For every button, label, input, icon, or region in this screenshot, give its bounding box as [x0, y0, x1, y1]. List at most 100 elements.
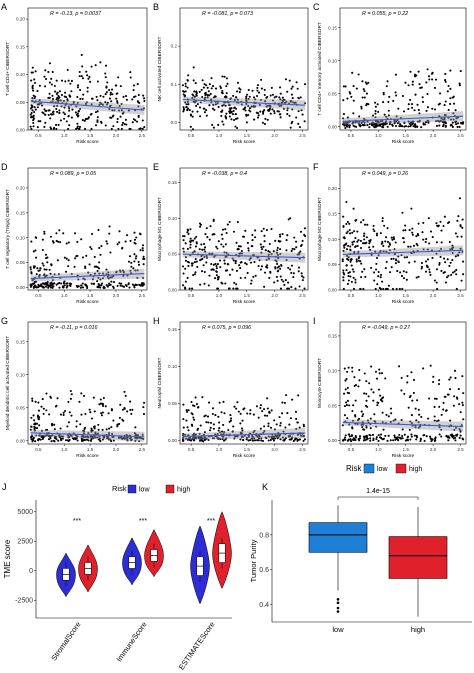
data-point [241, 429, 244, 432]
data-point [407, 103, 410, 106]
data-point [379, 287, 382, 291]
data-point [185, 409, 188, 412]
data-point [119, 270, 122, 273]
data-point [382, 91, 385, 94]
data-point [240, 427, 243, 430]
data-point [233, 99, 236, 102]
data-point [222, 400, 225, 404]
data-point [134, 426, 137, 429]
data-point [262, 110, 265, 113]
data-point [221, 237, 224, 240]
data-point [125, 123, 128, 126]
data-point [351, 268, 354, 271]
x-tick-label: 2.0 [271, 293, 278, 298]
data-point [120, 102, 123, 106]
data-point [47, 109, 50, 112]
data-point [41, 248, 44, 252]
data-point [437, 419, 440, 422]
data-point [237, 245, 240, 248]
data-point [442, 271, 445, 274]
data-point [76, 115, 80, 118]
data-point [33, 280, 36, 283]
data-point [211, 85, 215, 88]
data-point [231, 430, 234, 433]
data-point [385, 115, 388, 118]
data-point [118, 282, 121, 285]
data-point [390, 412, 393, 415]
data-point [381, 411, 384, 414]
data-point [303, 120, 306, 123]
data-point [57, 123, 60, 126]
data-point [399, 123, 402, 126]
data-point [408, 261, 411, 264]
data-point [214, 87, 218, 90]
y-tick-label: 0.00 [328, 124, 337, 129]
x-tick-label: 2.5 [139, 447, 146, 452]
data-point [219, 85, 222, 88]
correlation-stat: R = -0.038, p = 0.4 [202, 171, 247, 177]
data-point [362, 435, 365, 438]
data-point [76, 435, 79, 438]
data-point [363, 117, 366, 121]
data-point [420, 126, 423, 129]
data-point [38, 99, 41, 102]
data-point [228, 110, 231, 113]
box-low [308, 522, 368, 553]
data-point [115, 270, 118, 273]
data-point [249, 439, 252, 442]
data-point [189, 228, 192, 231]
x-tick-label: 2.0 [113, 293, 120, 298]
data-point [184, 267, 187, 270]
data-point [293, 236, 296, 239]
data-point [348, 433, 351, 436]
data-point [195, 91, 198, 94]
data-point [55, 232, 58, 235]
data-point [245, 121, 248, 124]
data-point [196, 265, 199, 268]
data-point [387, 114, 390, 117]
data-point [386, 240, 389, 243]
y-tick-label: 0.00 [168, 288, 177, 293]
data-point [437, 225, 440, 228]
data-point [300, 109, 303, 112]
data-point [343, 273, 346, 276]
data-point [341, 439, 345, 442]
data-point [75, 425, 78, 428]
x-axis-label: Risk score [233, 139, 256, 145]
data-point [38, 416, 41, 419]
data-point [191, 287, 194, 290]
data-point [438, 261, 441, 265]
data-point [260, 87, 263, 90]
data-point [440, 413, 443, 416]
data-point [86, 286, 89, 289]
data-point [379, 123, 382, 126]
data-point [459, 434, 462, 437]
data-point [342, 113, 345, 116]
data-point [254, 229, 257, 232]
data-point [48, 413, 51, 416]
data-point [63, 117, 66, 120]
data-point [51, 100, 54, 103]
data-point [292, 272, 295, 275]
data-point [129, 127, 132, 130]
data-point [289, 217, 292, 220]
data-point [209, 92, 212, 95]
x-tick-label: 2.0 [430, 293, 437, 298]
data-point [380, 436, 383, 440]
data-point [357, 259, 360, 262]
data-point [366, 120, 369, 123]
data-point [434, 78, 438, 81]
data-point [51, 434, 54, 437]
data-point [105, 91, 108, 94]
data-point [374, 112, 377, 115]
data-point [203, 271, 206, 274]
data-point [221, 89, 224, 92]
data-point [274, 239, 277, 242]
data-point [414, 123, 417, 126]
data-point [114, 84, 117, 87]
data-point [81, 282, 84, 285]
data-point [64, 439, 68, 442]
x-tick-label: 1.5 [403, 293, 410, 298]
data-point [224, 243, 227, 246]
data-point [350, 434, 354, 437]
